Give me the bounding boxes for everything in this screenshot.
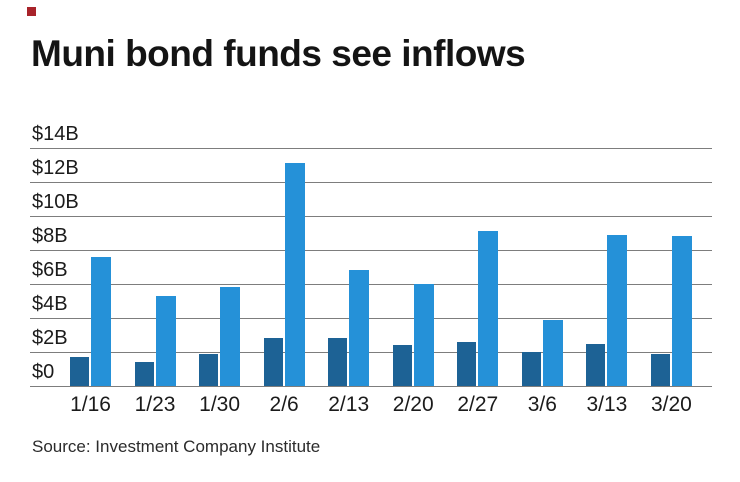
- y-axis-tick-label: $8B: [32, 225, 68, 247]
- bar-chart-plot-area: $14B $12B $10B $8B $6B $4B $2B $0 1/16 1/23 1/30 2/…: [30, 124, 712, 415]
- y-axis-tick-label: $10B: [32, 191, 79, 213]
- bar-group-2-13: 2/13: [328, 148, 370, 415]
- dark-bar-3-20: [650, 353, 670, 386]
- bars-row: 1/16 1/23 1/30 2/6 2/13 2/20 2/27 3/6 3/13 3/20: [30, 148, 712, 415]
- dark-bar-2-13: [328, 338, 348, 386]
- light-bar-2-20: [413, 284, 434, 386]
- brand-logo-square-icon: [27, 7, 36, 16]
- x-axis-tick-label: 2/27: [457, 393, 499, 416]
- light-bar-3-13: [607, 234, 628, 386]
- gridline: [30, 318, 712, 319]
- bar-group-3-6: 3/6: [521, 148, 563, 415]
- y-axis-tick-label: $14B: [32, 123, 79, 145]
- chart-title: Muni bond funds see inflows: [31, 33, 526, 74]
- light-bar-1-16: [91, 256, 111, 386]
- dark-bar-1-30: [199, 353, 219, 386]
- light-bar-2-13: [349, 270, 370, 386]
- y-axis-tick-label: $2B: [32, 327, 68, 349]
- dark-bar-3-13: [586, 343, 606, 386]
- bar-group-2-27: 2/27: [457, 148, 499, 415]
- y-axis-tick-label: $6B: [32, 259, 68, 281]
- gridline: [30, 182, 712, 183]
- bar-group-1-30: 1/30: [199, 148, 241, 415]
- x-axis-tick-label: 1/30: [199, 393, 241, 416]
- dark-bar-3-6: [521, 352, 541, 386]
- x-axis-tick-label: 2/20: [392, 393, 434, 416]
- light-bar-2-27: [478, 231, 499, 386]
- gridline: [30, 250, 712, 251]
- light-bar-3-20: [671, 236, 692, 386]
- bar-group-1-23: 1/23: [134, 148, 176, 415]
- light-bar-3-6: [542, 319, 563, 386]
- bar-group-3-20: 3/20: [650, 148, 692, 415]
- x-axis-tick-label: 2/13: [328, 393, 370, 416]
- gridline: [30, 386, 712, 387]
- bar-group-1-16: 1/16: [70, 148, 111, 415]
- x-axis-tick-label: 3/6: [527, 393, 557, 416]
- light-bar-2-6: [284, 163, 305, 386]
- light-bar-1-30: [220, 287, 241, 386]
- gridline: [30, 284, 712, 285]
- y-axis-tick-label: $12B: [32, 157, 79, 179]
- x-axis-tick-label: 2/6: [269, 393, 299, 416]
- y-axis-tick-label: $4B: [32, 293, 68, 315]
- dark-bar-2-6: [263, 338, 283, 386]
- bar-group-2-20: 2/20: [392, 148, 434, 415]
- y-axis-tick-label: $0: [32, 361, 55, 383]
- source-note: Source: Investment Company Institute: [32, 437, 321, 456]
- x-axis-tick-label: 1/23: [134, 393, 176, 416]
- gridline: [30, 216, 712, 217]
- dark-bar-1-23: [134, 362, 154, 386]
- bar-group-2-6: 2/6: [263, 148, 305, 415]
- x-axis-tick-label: 3/13: [586, 393, 628, 416]
- x-axis-tick-label: 1/16: [70, 393, 111, 416]
- dark-bar-1-16: [70, 357, 89, 386]
- gridline: [30, 148, 712, 149]
- light-bar-1-23: [155, 295, 176, 386]
- gridline: [30, 352, 712, 353]
- bar-group-3-13: 3/13: [586, 148, 628, 415]
- x-axis-tick-label: 3/20: [650, 393, 692, 416]
- dark-bar-2-20: [392, 345, 412, 386]
- dark-bar-2-27: [457, 341, 477, 386]
